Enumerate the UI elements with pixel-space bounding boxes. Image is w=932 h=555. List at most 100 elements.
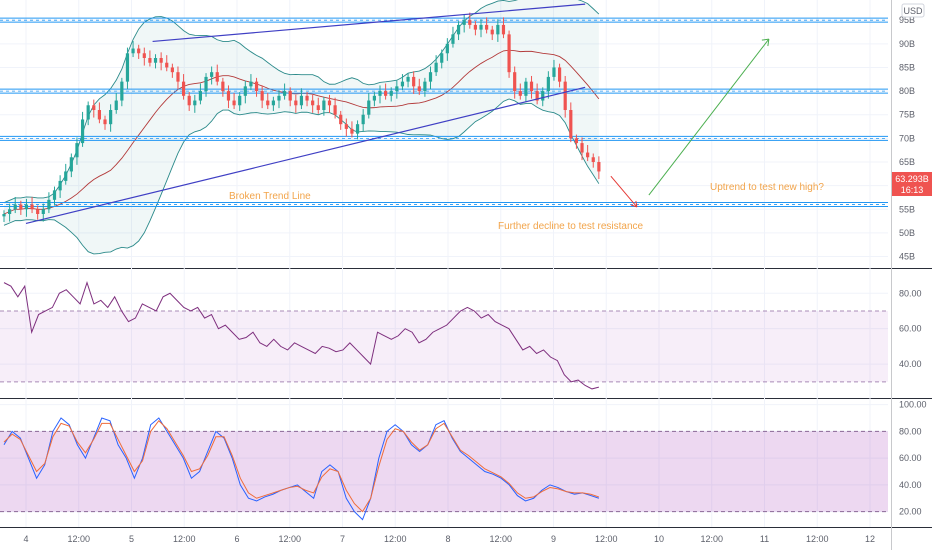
candle-body bbox=[137, 48, 141, 54]
time-tick-label: 9 bbox=[551, 534, 556, 544]
candle-body bbox=[311, 100, 315, 106]
stoch-tick-label: 100.00 bbox=[899, 400, 927, 410]
candle-body bbox=[47, 199, 51, 210]
candle-body bbox=[221, 81, 225, 92]
candle-body bbox=[574, 138, 579, 144]
candle-body bbox=[569, 110, 573, 139]
candle-body bbox=[529, 81, 534, 92]
svg-text:USD: USD bbox=[903, 6, 923, 16]
candle-body bbox=[176, 72, 180, 82]
candle-body bbox=[97, 110, 102, 120]
candle-body bbox=[355, 124, 360, 134]
time-tick-label: 12:00 bbox=[67, 534, 90, 544]
candle-body bbox=[322, 100, 326, 110]
candle-body bbox=[339, 114, 343, 125]
price-tick-label: 65B bbox=[899, 157, 915, 167]
candle-body bbox=[333, 105, 337, 115]
candle-body bbox=[541, 91, 545, 101]
candle-body bbox=[501, 24, 506, 35]
candle-body bbox=[24, 204, 29, 210]
candle-body bbox=[485, 24, 489, 30]
candle-body bbox=[243, 86, 247, 96]
forecast-up-arrowhead bbox=[761, 38, 770, 47]
trend-line bbox=[25, 86, 586, 225]
time-tick-label: 4 bbox=[23, 534, 28, 544]
candle-body bbox=[367, 100, 371, 115]
stoch-tick-label: 40.00 bbox=[899, 480, 922, 490]
candle-body bbox=[563, 81, 567, 110]
candle-body bbox=[327, 100, 332, 106]
candle-body bbox=[69, 157, 73, 172]
time-tick-label: 12:00 bbox=[489, 534, 512, 544]
candle-body bbox=[120, 81, 124, 101]
stochastic-pane[interactable] bbox=[0, 417, 888, 521]
candle-body bbox=[440, 53, 444, 63]
last-price-value: 63.293B bbox=[895, 174, 929, 184]
candle-body bbox=[434, 62, 438, 73]
candle-body bbox=[238, 95, 242, 106]
bollinger-upper bbox=[3, 0, 600, 204]
candle-body bbox=[249, 81, 253, 87]
time-tick-label: 12:00 bbox=[278, 534, 301, 544]
currency-label[interactable]: USD bbox=[901, 3, 925, 18]
candle-body bbox=[75, 143, 79, 158]
last-price-time: 16:13 bbox=[901, 185, 924, 195]
candle-body bbox=[187, 95, 191, 106]
rsi-pane[interactable] bbox=[0, 281, 888, 390]
candle-body bbox=[518, 91, 522, 96]
time-tick-label: 12:00 bbox=[806, 534, 829, 544]
candle-body bbox=[226, 91, 231, 101]
candle-body bbox=[535, 91, 539, 101]
rsi-tick-label: 60.00 bbox=[899, 324, 922, 334]
candle-body bbox=[271, 100, 275, 106]
candle-body bbox=[170, 67, 174, 73]
time-tick-label: 12 bbox=[865, 534, 875, 544]
time-tick-label: 10 bbox=[654, 534, 664, 544]
stoch-axis-ticks: 100.00 80.00 60.00 40.00 20.00 bbox=[899, 400, 927, 517]
price-tick-label: 55B bbox=[899, 204, 915, 214]
stoch-d-line bbox=[3, 419, 600, 513]
candle-body bbox=[8, 209, 12, 214]
candle-body bbox=[80, 119, 85, 144]
candle-body bbox=[92, 105, 96, 110]
candle-body bbox=[254, 81, 259, 92]
price-axis-ticks: 95B90B85B80B75B70B65B60B55B50B45B bbox=[899, 15, 915, 261]
candle-body bbox=[412, 76, 416, 87]
rsi-tick-label: 40.00 bbox=[899, 359, 922, 369]
candle-body bbox=[159, 58, 163, 63]
candle-body bbox=[148, 58, 152, 63]
candle-body bbox=[423, 81, 427, 92]
price-pane[interactable] bbox=[0, 0, 888, 255]
candle-body bbox=[204, 76, 208, 92]
candle-body bbox=[389, 91, 393, 96]
stoch-tick-label: 60.00 bbox=[899, 453, 922, 463]
candle-body bbox=[114, 100, 118, 110]
candle-body bbox=[496, 24, 500, 35]
candle-body bbox=[445, 43, 449, 54]
candle-body bbox=[490, 29, 494, 35]
candle-body bbox=[513, 72, 517, 92]
price-tick-label: 90B bbox=[899, 39, 915, 49]
candle-body bbox=[181, 81, 186, 96]
candle-body bbox=[316, 105, 320, 110]
candle-body bbox=[546, 76, 550, 92]
candle-body bbox=[473, 24, 478, 30]
candle-body bbox=[552, 67, 556, 77]
candle-body bbox=[58, 180, 62, 191]
candle-body bbox=[282, 91, 287, 96]
candle-body bbox=[165, 62, 169, 68]
candle-body bbox=[344, 124, 348, 129]
stoch-tick-label: 80.00 bbox=[899, 426, 922, 436]
candle-body bbox=[232, 100, 236, 106]
candle-body bbox=[294, 100, 298, 106]
candle-body bbox=[361, 114, 365, 125]
candle-body bbox=[451, 34, 455, 44]
candle-body bbox=[350, 128, 354, 134]
candle-body bbox=[597, 162, 601, 172]
time-tick-label: 6 bbox=[234, 534, 239, 544]
bollinger-fill bbox=[4, 0, 599, 254]
forecast-down-arrowhead bbox=[630, 200, 638, 208]
rsi-band bbox=[0, 310, 888, 382]
rsi-tick-label: 80.00 bbox=[899, 288, 922, 298]
